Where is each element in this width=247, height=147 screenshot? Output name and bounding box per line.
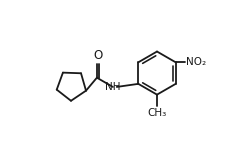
Text: O: O xyxy=(93,49,102,62)
Text: NO₂: NO₂ xyxy=(186,57,206,67)
Text: NH: NH xyxy=(105,82,121,92)
Text: CH₃: CH₃ xyxy=(147,108,167,118)
